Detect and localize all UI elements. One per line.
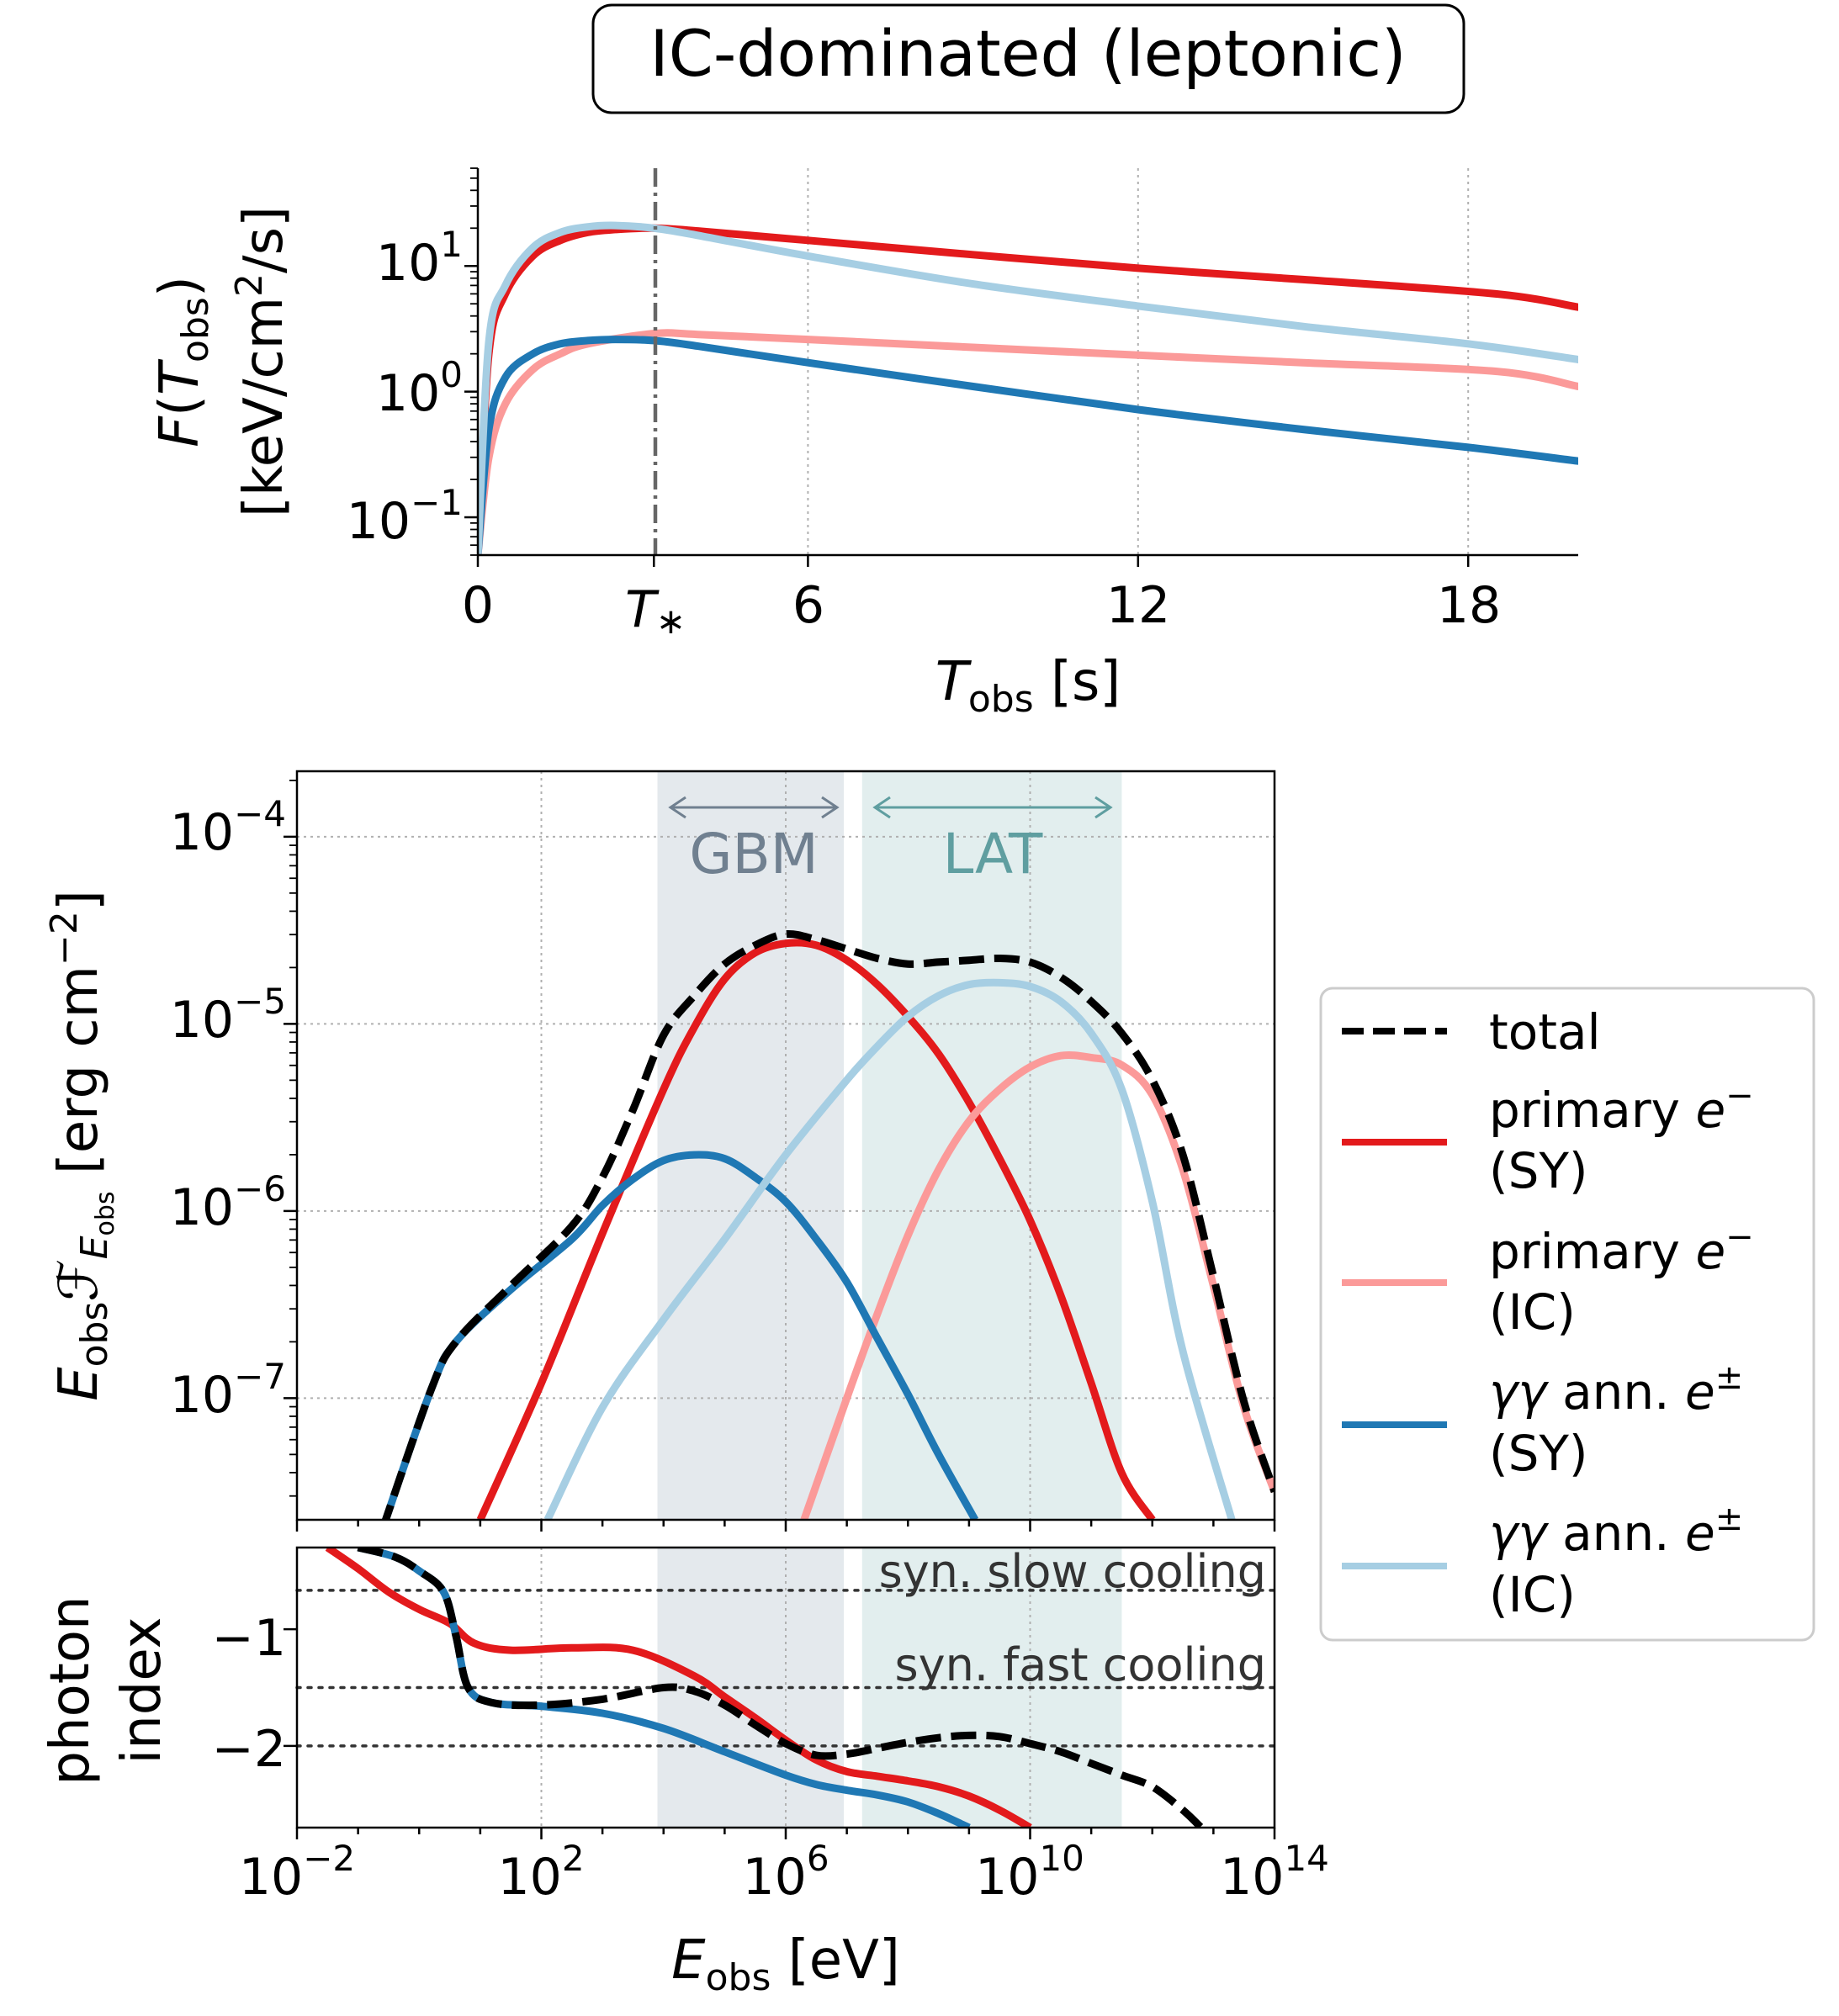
top-x-tick-labels: 0 T∗ 6 12 18 xyxy=(462,576,1501,642)
spectrum-panel: GBM LAT 10−4 10−5 10−6 10−7 EobsℱEobs [e… xyxy=(43,770,1276,1532)
title-box: IC-dominated (leptonic) xyxy=(591,3,1465,114)
spec-series-total xyxy=(381,929,1275,1520)
lat-label: LAT xyxy=(943,822,1043,886)
spec-y-tick-10^-5: 10−5 xyxy=(170,981,286,1050)
figure-title: IC-dominated (leptonic) xyxy=(649,16,1406,91)
index-y-label-line2: index xyxy=(111,1617,173,1764)
index-reference-lines xyxy=(295,1589,1276,1748)
spectrum-y-label: EobsℱEobs [erg cm−2] xyxy=(43,890,120,1401)
index-y-tick-2: −2 xyxy=(212,1720,286,1779)
index-x-tick-1e-2: 10−2 xyxy=(239,1838,355,1907)
index-x-tick-1e10: 1010 xyxy=(975,1838,1084,1907)
gbm-arrow xyxy=(668,796,840,819)
spectrum-y-tick-labels: 10−4 10−5 10−6 10−7 xyxy=(170,793,286,1425)
legend-label-pair-sy: γγ ann. e± xyxy=(1489,1358,1743,1421)
top-x-tick-0: 0 xyxy=(462,576,494,635)
spec-y-tick-10^-7: 10−7 xyxy=(170,1356,286,1425)
legend-label-primary-ic-2: (IC) xyxy=(1489,1283,1576,1341)
index-series-total xyxy=(357,1548,1205,1828)
top-y-tick-10^1: 101 xyxy=(376,224,463,293)
legend-label-pair-ic-2: (IC) xyxy=(1489,1566,1576,1623)
top-x-tick-6: 6 xyxy=(792,576,824,635)
legend-label-primary-sy-2: (SY) xyxy=(1489,1142,1588,1199)
top-axes xyxy=(476,168,1578,557)
index-x-tick-1e6: 106 xyxy=(742,1838,829,1907)
top-y-label-line2: [keV/cm2/s] xyxy=(228,206,295,517)
legend-label-pair-sy-2: (SY) xyxy=(1489,1425,1588,1482)
spectrum-ticks xyxy=(284,779,1276,1532)
index-x-tick-1e14: 1014 xyxy=(1220,1838,1329,1907)
legend-label-total: total xyxy=(1489,1003,1601,1061)
top-ticks xyxy=(464,167,1470,567)
index-x-tick-labels: 10−2 102 106 1010 1014 xyxy=(239,1838,1329,1907)
legend-label-primary-ic: primary e− xyxy=(1489,1218,1754,1280)
index-ticks xyxy=(284,1627,1276,1839)
top-y-tick-10^-1: 10−1 xyxy=(347,482,463,551)
top-x-tick-18: 18 xyxy=(1437,576,1501,635)
spec-series-primary_ic xyxy=(800,1050,1275,1520)
top-y-tick-labels: 101 100 10−1 xyxy=(347,224,463,551)
index-y-tick-1: −1 xyxy=(212,1609,286,1668)
legend-box xyxy=(1319,987,1815,1642)
lat-arrow xyxy=(872,796,1113,819)
top-y-label-line1: F(Tobs) xyxy=(149,276,217,447)
spec-y-tick-10^-4: 10−4 xyxy=(170,793,286,862)
top-y-tick-10^0: 100 xyxy=(376,354,463,423)
fast-cooling-label: syn. fast cooling xyxy=(895,1638,1267,1691)
photon-index-panel: syn. slow cooling syn. fast cooling −1 −… xyxy=(40,1545,1329,1999)
top-series-primary_ic xyxy=(478,329,1578,555)
top-series-pair_sy xyxy=(478,336,1578,555)
gbm-label: GBM xyxy=(689,822,818,886)
spec-y-tick-10^-6: 10−6 xyxy=(170,1168,286,1237)
gbm-band xyxy=(657,771,844,1520)
top-x-label: Tobs [s] xyxy=(935,651,1121,721)
index-x-tick-1e2: 102 xyxy=(497,1838,584,1907)
spectrum-curves xyxy=(381,929,1275,1520)
spectrum-grid xyxy=(297,771,1275,1520)
index-curves xyxy=(325,1548,1205,1828)
legend-label-primary-sy: primary e− xyxy=(1489,1077,1754,1139)
spec-series-pair_ic xyxy=(543,978,1236,1520)
index-y-label-line1: photon xyxy=(40,1595,102,1785)
legend: total primary e− (SY) primary e− (IC) γγ… xyxy=(1319,987,1815,1642)
top-series-pair_ic xyxy=(478,221,1578,555)
legend-label-pair-ic: γγ ann. e± xyxy=(1489,1500,1743,1562)
top-x-tick-tstar: T∗ xyxy=(625,580,686,642)
slow-cooling-label: syn. slow cooling xyxy=(879,1545,1266,1598)
index-series-primary_sy xyxy=(325,1548,1032,1828)
index-y-tick-labels: −1 −2 xyxy=(212,1609,286,1779)
light-curve-panel: 101 100 10−1 0 T∗ 6 12 18 Tobs [s] F(Tob… xyxy=(149,167,1578,721)
top-x-tick-12: 12 xyxy=(1106,576,1170,635)
index-series-pair_sy xyxy=(357,1548,971,1828)
top-curves xyxy=(478,221,1578,555)
index-x-label: Eobs [eV] xyxy=(671,1929,900,1999)
